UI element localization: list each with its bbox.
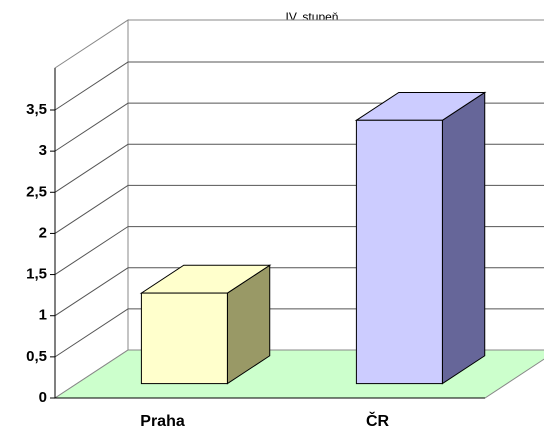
bar [355,119,443,385]
y-tick-label: 1 [39,307,47,324]
y-tick-label: 1,5 [26,266,47,283]
y-tick-label: 0,5 [26,348,47,365]
y-tick-label: 3 [39,142,47,159]
grid-line [54,61,544,111]
bar-side [441,91,486,385]
y-tick-label: 2,5 [26,183,47,200]
x-tick-label: Praha [140,413,185,430]
y-tick-label: 3,5 [26,101,47,118]
y-tick-label: 2 [39,224,47,241]
x-tick-label: ČR [366,411,390,430]
y-tick-label: 0 [39,389,47,406]
bar [140,292,228,385]
